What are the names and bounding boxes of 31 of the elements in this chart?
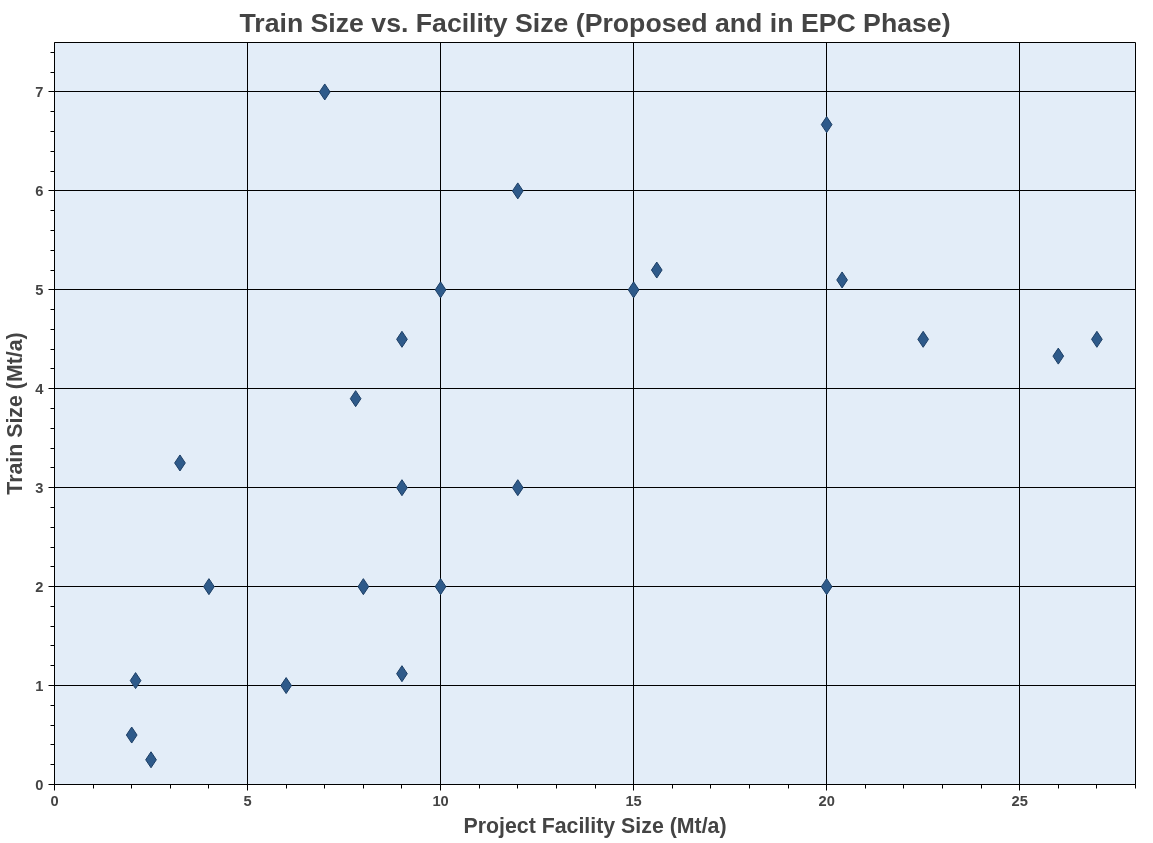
point bbox=[125, 726, 138, 744]
x-tick-label: 25 bbox=[1011, 792, 1028, 809]
x-tick-label: 15 bbox=[625, 792, 642, 809]
y-tick-label: 2 bbox=[35, 578, 44, 595]
y-tick-label: 6 bbox=[35, 182, 44, 199]
point bbox=[511, 479, 524, 497]
x-tick-label: 10 bbox=[432, 792, 449, 809]
y-tick-label: 5 bbox=[35, 281, 44, 298]
point bbox=[129, 672, 142, 690]
y-axis-title: Train Size (Mt/a) bbox=[3, 332, 28, 495]
y-tick-label: 7 bbox=[35, 83, 44, 100]
y-tick-label: 3 bbox=[35, 479, 44, 496]
point bbox=[349, 390, 362, 408]
y-tick-label: 0 bbox=[35, 776, 44, 793]
x-tick-label: 5 bbox=[243, 792, 252, 809]
chart-title: Train Size vs. Facility Size (Proposed and in EPC Phase) bbox=[239, 7, 951, 38]
x-tick-label: 20 bbox=[818, 792, 835, 809]
point bbox=[650, 261, 663, 279]
point bbox=[511, 182, 524, 200]
point bbox=[1052, 347, 1065, 365]
x-axis-title: Project Facility Size (Mt/a) bbox=[463, 813, 727, 838]
point bbox=[318, 83, 331, 101]
point bbox=[434, 281, 447, 299]
point bbox=[820, 578, 833, 596]
y-tick-label: 1 bbox=[35, 677, 44, 694]
point bbox=[357, 578, 370, 596]
y-tick-label: 4 bbox=[35, 380, 45, 397]
point bbox=[434, 578, 447, 596]
point bbox=[820, 116, 833, 134]
point bbox=[627, 281, 640, 299]
x-tick-label: 0 bbox=[50, 792, 59, 809]
